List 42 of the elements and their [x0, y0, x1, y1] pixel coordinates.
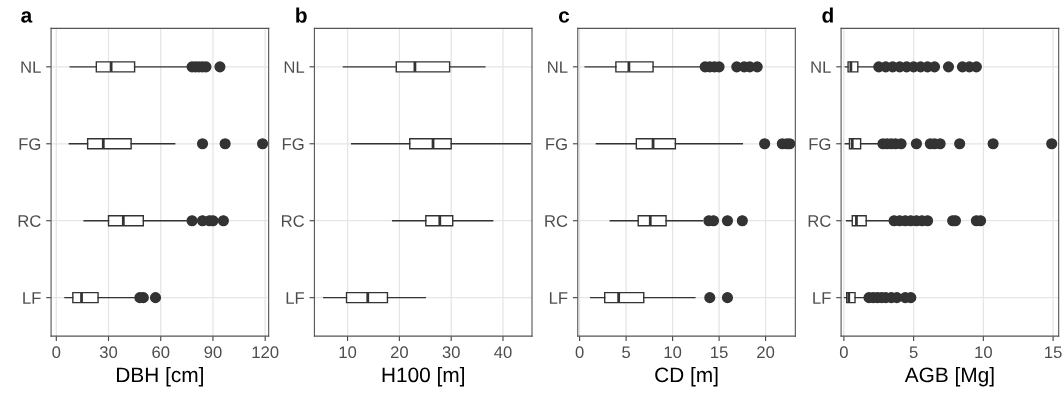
x-tick-label: 120 — [252, 346, 279, 359]
y-tick-label: RC — [545, 215, 568, 227]
chart-title: a — [21, 11, 33, 23]
x-tick-label: 15 — [711, 346, 728, 359]
x-tick-label: 15 — [1045, 346, 1062, 359]
chart-title: c — [558, 11, 570, 23]
y-tick-label: NL — [811, 61, 831, 73]
x-tick-label: 5 — [622, 346, 631, 359]
y-tick-label: LF — [286, 292, 305, 304]
y-tick-label: RC — [281, 215, 305, 227]
x-tick-label: 30 — [99, 346, 118, 359]
x-tick-label: 10 — [339, 346, 357, 359]
y-tick-label: FG — [546, 138, 567, 150]
x-tick-label: 20 — [757, 346, 775, 359]
x-tick-label: 0 — [575, 346, 584, 359]
y-tick-label: LF — [813, 292, 831, 304]
y-tick-label: FG — [809, 138, 831, 150]
x-tick-label: 10 — [975, 346, 992, 359]
y-tick-label: NL — [548, 61, 568, 73]
chart-title: d — [822, 7, 833, 23]
y-tick-label: NL — [21, 61, 41, 73]
x-axis-title: CD [m] — [655, 366, 718, 387]
x-tick-label: 30 — [442, 346, 460, 359]
y-tick-label: RC — [808, 215, 831, 227]
y-tick-label: LF — [23, 292, 41, 304]
chart-title: b — [296, 7, 307, 23]
x-tick-label: 40 — [494, 346, 512, 359]
x-tick-label: 20 — [390, 346, 408, 359]
y-tick-label: RC — [18, 215, 41, 227]
x-tick-label: 5 — [909, 346, 918, 359]
x-tick-label: 60 — [152, 346, 170, 359]
x-tick-label: 0 — [839, 346, 848, 359]
x-tick-label: 10 — [664, 346, 682, 359]
x-axis-title: H100 [m] — [382, 366, 464, 387]
y-tick-label: FG — [282, 138, 304, 150]
x-tick-label: 90 — [204, 346, 222, 359]
x-axis-title: AGB [Mg] — [904, 366, 994, 387]
y-tick-label: LF — [549, 292, 568, 304]
y-tick-label: FG — [19, 138, 41, 150]
x-tick-label: 0 — [52, 346, 61, 359]
x-axis-title: DBH [cm] — [117, 366, 203, 387]
y-tick-label: NL — [284, 61, 305, 73]
